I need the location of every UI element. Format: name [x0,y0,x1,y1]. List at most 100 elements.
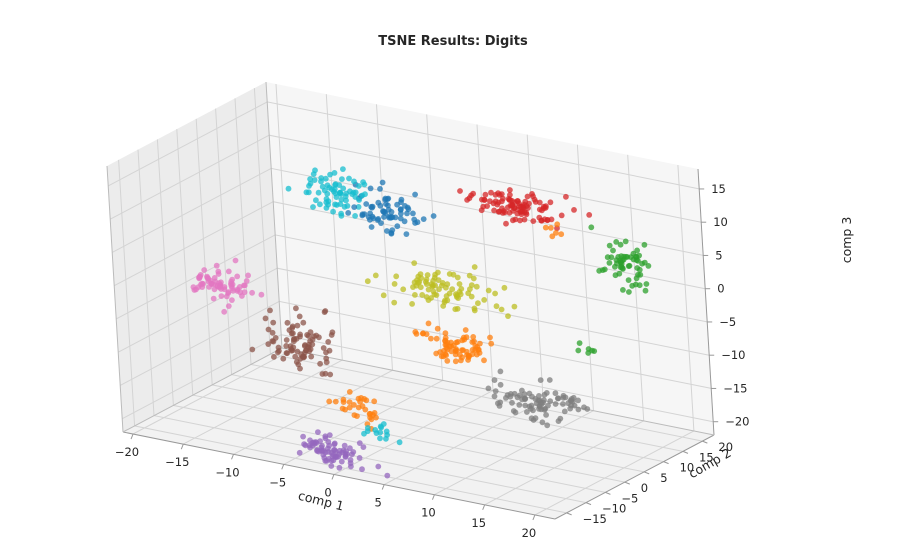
data-point-series-8 [410,284,416,290]
data-point-series-0 [345,210,352,216]
data-point-series-1 [371,398,378,405]
data-point-series-1 [466,353,472,360]
data-point-series-3 [536,206,543,213]
data-point-series-0 [412,191,418,198]
y-tick-label: −10 [602,502,626,516]
data-point-series-6 [234,273,241,280]
data-point-series-1 [434,325,441,332]
x-tick-label: −5 [269,475,286,489]
data-point-series-5 [323,349,329,356]
data-point-series-3 [482,191,489,198]
data-point-series-2 [576,340,583,346]
data-point-series-2 [601,266,608,273]
data-point-series-7 [557,415,564,422]
data-point-series-8 [443,293,450,299]
data-point-series-5 [270,338,277,345]
data-point-series-2 [620,287,626,293]
data-point-series-7 [543,390,550,396]
data-point-series-9 [332,182,338,188]
data-point-series-5 [321,309,328,315]
data-point-series-9 [383,435,389,442]
data-point-series-6 [241,289,248,296]
data-point-series-6 [245,272,252,279]
data-point-series-8 [393,273,400,280]
data-point-series-0 [403,231,410,238]
data-point-series-0 [367,210,373,217]
x-tick-label: 0 [324,486,331,500]
data-point-series-9 [326,184,333,191]
data-point-series-4 [384,472,391,479]
data-point-series-5 [296,313,303,320]
data-point-series-5 [300,354,307,361]
z-tick-label: −10 [721,348,745,362]
z-tick-label: −5 [719,315,736,329]
data-point-series-1 [459,347,465,353]
data-point-series-7 [545,402,551,409]
data-point-series-7 [521,391,528,398]
data-point-series-2 [637,271,644,278]
data-point-series-9 [318,178,324,185]
data-point-series-8 [435,269,441,276]
data-point-series-1 [548,225,554,231]
data-point-series-5 [289,325,296,331]
x-axis-label: comp 1 [297,488,346,514]
data-point-series-2 [636,282,643,289]
data-point-series-8 [436,286,442,293]
data-point-series-0 [382,210,389,216]
data-point-series-0 [378,220,384,227]
data-point-series-1 [367,414,373,421]
data-point-series-5 [284,319,291,326]
data-point-series-7 [522,402,529,409]
data-point-series-0 [370,215,377,222]
data-point-series-6 [199,284,206,290]
x-tick-mark [532,514,536,521]
data-point-series-8 [391,299,398,306]
data-point-series-0 [389,227,396,234]
data-point-series-5 [293,305,299,312]
data-point-series-6 [206,284,213,290]
data-point-series-6 [243,278,250,284]
data-point-series-5 [270,319,277,326]
data-point-series-9 [336,182,343,189]
data-point-series-4 [349,451,355,458]
data-point-series-7 [504,392,511,398]
data-point-series-0 [398,196,405,203]
data-point-series-9 [338,212,345,219]
data-point-series-8 [454,274,461,281]
data-point-series-4 [315,448,322,455]
data-point-series-5 [269,329,276,336]
data-point-series-2 [633,275,640,282]
data-point-series-7 [543,412,549,418]
data-point-series-0 [388,209,395,215]
data-point-series-8 [450,271,457,278]
data-point-series-6 [190,284,197,290]
data-point-series-8 [428,281,435,288]
data-point-series-7 [521,395,528,402]
y-tick-label: 10 [680,461,695,475]
data-point-series-1 [481,357,487,364]
floor-pane [123,348,714,519]
z-tick-label: −15 [723,381,747,395]
data-point-series-3 [499,198,505,205]
data-point-series-1 [549,233,556,240]
data-point-series-9 [377,435,383,442]
data-point-series-8 [473,283,480,290]
data-point-series-9 [377,423,384,430]
data-point-series-0 [410,210,416,217]
data-point-series-9 [337,190,343,197]
data-point-series-7 [584,406,591,412]
data-point-series-0 [394,201,400,208]
data-point-series-6 [258,291,265,298]
data-point-series-3 [586,212,593,218]
data-point-series-7 [497,399,504,406]
data-point-series-8 [440,303,447,309]
data-point-series-5 [309,336,316,343]
data-point-series-3 [480,203,487,210]
x-tick-label: −15 [165,455,189,469]
data-point-series-9 [323,199,330,206]
data-point-series-8 [456,289,463,295]
data-point-series-4 [356,455,363,461]
data-point-series-9 [343,197,349,204]
data-point-series-9 [331,170,338,176]
data-point-series-1 [446,343,453,350]
